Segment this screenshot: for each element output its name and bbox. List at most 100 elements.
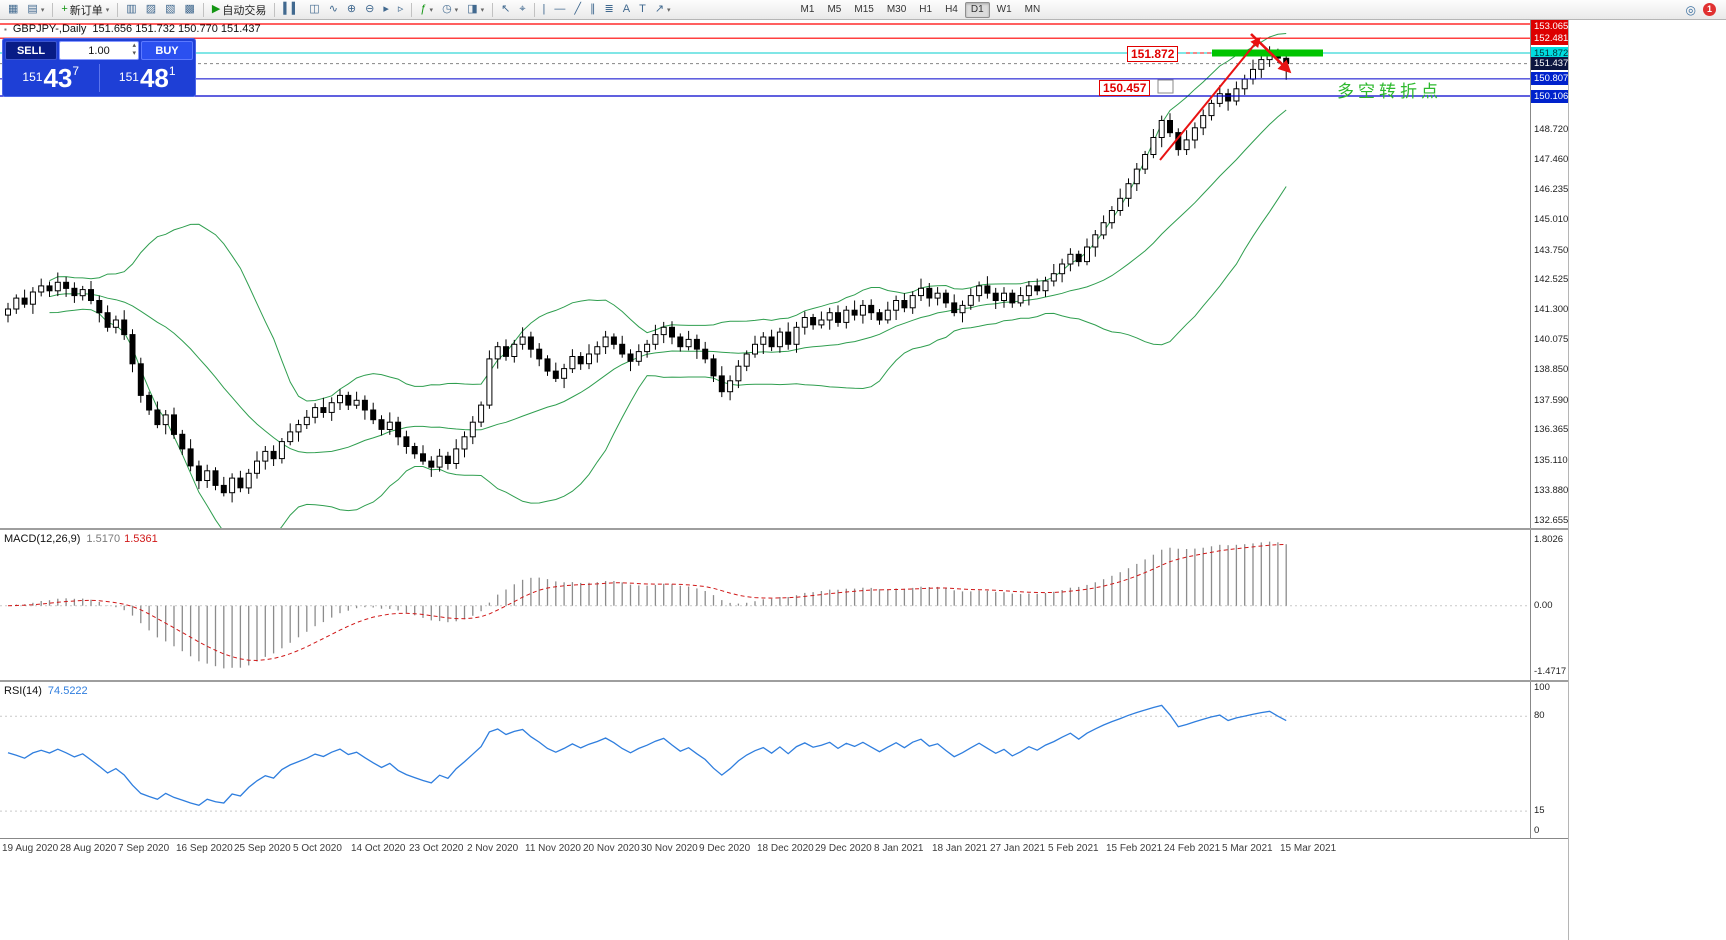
navigator-icon: ▧ <box>165 3 176 15</box>
chart-shift-button[interactable]: ▹ <box>394 1 408 18</box>
chart-bars-button[interactable]: ▍▍ <box>279 1 304 18</box>
navigator-button[interactable]: ▧ <box>161 1 179 18</box>
autotrading-button[interactable]: ▶ 自动交易 <box>208 1 270 18</box>
draw-channel-icon: ∥ <box>590 3 596 15</box>
date-label: 16 Sep 2020 <box>176 843 233 854</box>
draw-arrows-button[interactable]: ↗ ▾ <box>651 1 675 18</box>
draw-hline-button[interactable]: — <box>550 1 569 18</box>
date-label: 23 Oct 2020 <box>409 843 464 854</box>
auto-scroll-button[interactable]: ▸ <box>379 1 393 18</box>
draw-arrows-icon: ↗ <box>654 3 665 15</box>
buy-button[interactable]: BUY <box>141 41 193 60</box>
resistance-price-callout[interactable]: 151.872 <box>1127 46 1179 62</box>
draw-hline-icon: — <box>554 3 566 15</box>
timeframe-m1-button[interactable]: M1 <box>795 2 821 18</box>
turning-point-label[interactable]: 多空转折点 <box>1337 82 1442 101</box>
date-label: 18 Jan 2021 <box>932 843 988 854</box>
date-label: 18 Dec 2020 <box>757 843 814 854</box>
rsi-axis-label: 15 <box>1534 805 1545 817</box>
chart-ohlc-values: 151.656 151.732 150.770 151.437 <box>92 23 261 35</box>
rsi-canvas[interactable] <box>0 682 1530 838</box>
volume-field[interactable]: 1.00 ▴ ▾ <box>59 41 139 60</box>
periods-caret-icon: ▾ <box>454 6 459 14</box>
alerts-icon[interactable]: 1 <box>1703 3 1716 16</box>
sell-price-big: 43 <box>43 62 73 93</box>
cursor-button[interactable]: ↖ <box>497 1 514 18</box>
new-chart-button[interactable]: ▦ <box>4 1 22 18</box>
timeframe-d1-button[interactable]: D1 <box>964 1 990 18</box>
draw-text-button[interactable]: A <box>619 1 634 18</box>
market-watch-button[interactable]: ▥ <box>122 1 140 18</box>
timeframe-mn-button[interactable]: MN <box>1019 2 1047 18</box>
buy-price[interactable]: 151481 <box>100 63 196 94</box>
new-order-label: 新订单 <box>69 4 103 17</box>
price-axis[interactable]: 148.720 147.460 146.235 145.010 143.750 142.5… <box>1530 20 1568 838</box>
chart-profiles-button[interactable]: ▤ ▾ <box>23 1 48 18</box>
cursor-icon: ↖ <box>501 3 511 15</box>
zoom-out-button[interactable]: ⊖ <box>361 1 378 18</box>
timeframe-h4-button[interactable]: H4 <box>939 2 964 18</box>
rsi-axis-label: 100 <box>1534 682 1550 693</box>
axis-price-label: 148.720 <box>1534 123 1568 135</box>
support-price-callout[interactable]: 150.457 <box>1099 80 1151 96</box>
draw-channel-button[interactable]: ∥ <box>586 1 600 18</box>
axis-price-label: 147.460 <box>1534 154 1568 166</box>
sell-price[interactable]: 151437 <box>3 63 99 94</box>
zoom-in-button[interactable]: ⊕ <box>343 1 360 18</box>
chart-line-button[interactable]: ∿ <box>325 1 342 18</box>
draw-trendline-button[interactable]: ╱ <box>570 1 585 18</box>
sell-button[interactable]: SELL <box>5 41 57 60</box>
timeframe-w1-button[interactable]: W1 <box>991 2 1018 18</box>
draw-vline-button[interactable]: | <box>539 1 550 18</box>
axis-price-label: 133.880 <box>1534 484 1568 496</box>
crosshair-button[interactable]: ⌖ <box>515 1 529 18</box>
macd-canvas[interactable] <box>0 530 1530 680</box>
timeframe-m5-button[interactable]: M5 <box>821 2 847 18</box>
macd-panel[interactable]: MACD(12,26,9) 1.5170 1.5361 <box>0 530 1530 680</box>
templates-icon: ◨ <box>467 3 478 15</box>
toolbar-separator <box>492 2 494 17</box>
macd-header: MACD(12,26,9) 1.5170 1.5361 <box>4 533 158 545</box>
date-label: 7 Sep 2020 <box>118 843 170 854</box>
terminal-button[interactable]: ▩ <box>181 1 199 18</box>
draw-label-button[interactable]: T <box>635 1 650 18</box>
main-chart-panel[interactable]: ▪ GBPJPY-,Daily 151.656 151.732 150.770 … <box>0 20 1530 548</box>
new-chart-icon: ▦ <box>8 3 19 15</box>
toolbar-separator <box>202 2 204 17</box>
timeframe-m15-button[interactable]: M15 <box>848 2 879 18</box>
panel-separator[interactable] <box>0 680 1568 682</box>
main-chart-canvas[interactable] <box>0 20 1530 548</box>
periods-button[interactable]: ◷ ▾ <box>438 1 462 18</box>
templates-button[interactable]: ◨ ▾ <box>463 1 488 18</box>
timeframe-h1-button[interactable]: H1 <box>913 2 938 18</box>
rsi-panel[interactable]: RSI(14) 74.5222 <box>0 682 1530 838</box>
rsi-axis-label: 80 <box>1534 710 1545 722</box>
price-tag: 153.065 <box>1531 20 1568 33</box>
date-label: 8 Jan 2021 <box>874 843 924 854</box>
indicators-button[interactable]: ƒ ▾ <box>416 1 437 18</box>
search-icon[interactable]: ◎ <box>1685 2 1696 17</box>
chart-candles-button[interactable]: ◫ <box>305 1 323 18</box>
draw-fibonacci-button[interactable]: ≣ <box>601 1 618 18</box>
chart-profiles-caret-icon: ▾ <box>40 6 45 14</box>
macd-signal-value: 1.5361 <box>124 533 158 545</box>
axis-price-label: 140.075 <box>1534 334 1568 345</box>
date-axis[interactable]: 19 Aug 2020 28 Aug 2020 7 Sep 2020 16 Sep 2… <box>0 838 1568 860</box>
panel-separator[interactable] <box>0 528 1568 530</box>
volume-up-icon[interactable]: ▴ <box>132 42 136 49</box>
zoom-in-icon: ⊕ <box>346 3 357 15</box>
chart-shift-icon: ▹ <box>397 3 404 15</box>
data-window-button[interactable]: ▨ <box>142 1 160 18</box>
timeframe-m30-button[interactable]: M30 <box>881 2 912 18</box>
new-order-button[interactable]: + 新订单 ▾ <box>57 1 113 18</box>
date-label: 2 Nov 2020 <box>467 843 519 854</box>
volume-spinner[interactable]: ▴ ▾ <box>132 42 136 58</box>
sell-price-prefix: 151 <box>22 69 43 84</box>
date-label: 15 Mar 2021 <box>1280 843 1337 854</box>
chart-symbol-period: GBPJPY-,Daily <box>12 23 87 35</box>
new-order-icon: + <box>61 3 68 15</box>
buy-price-big: 48 <box>139 62 169 93</box>
autotrading-icon: ▶ <box>211 3 221 15</box>
bottom-empty-area <box>0 860 1568 940</box>
volume-down-icon[interactable]: ▾ <box>132 50 136 57</box>
